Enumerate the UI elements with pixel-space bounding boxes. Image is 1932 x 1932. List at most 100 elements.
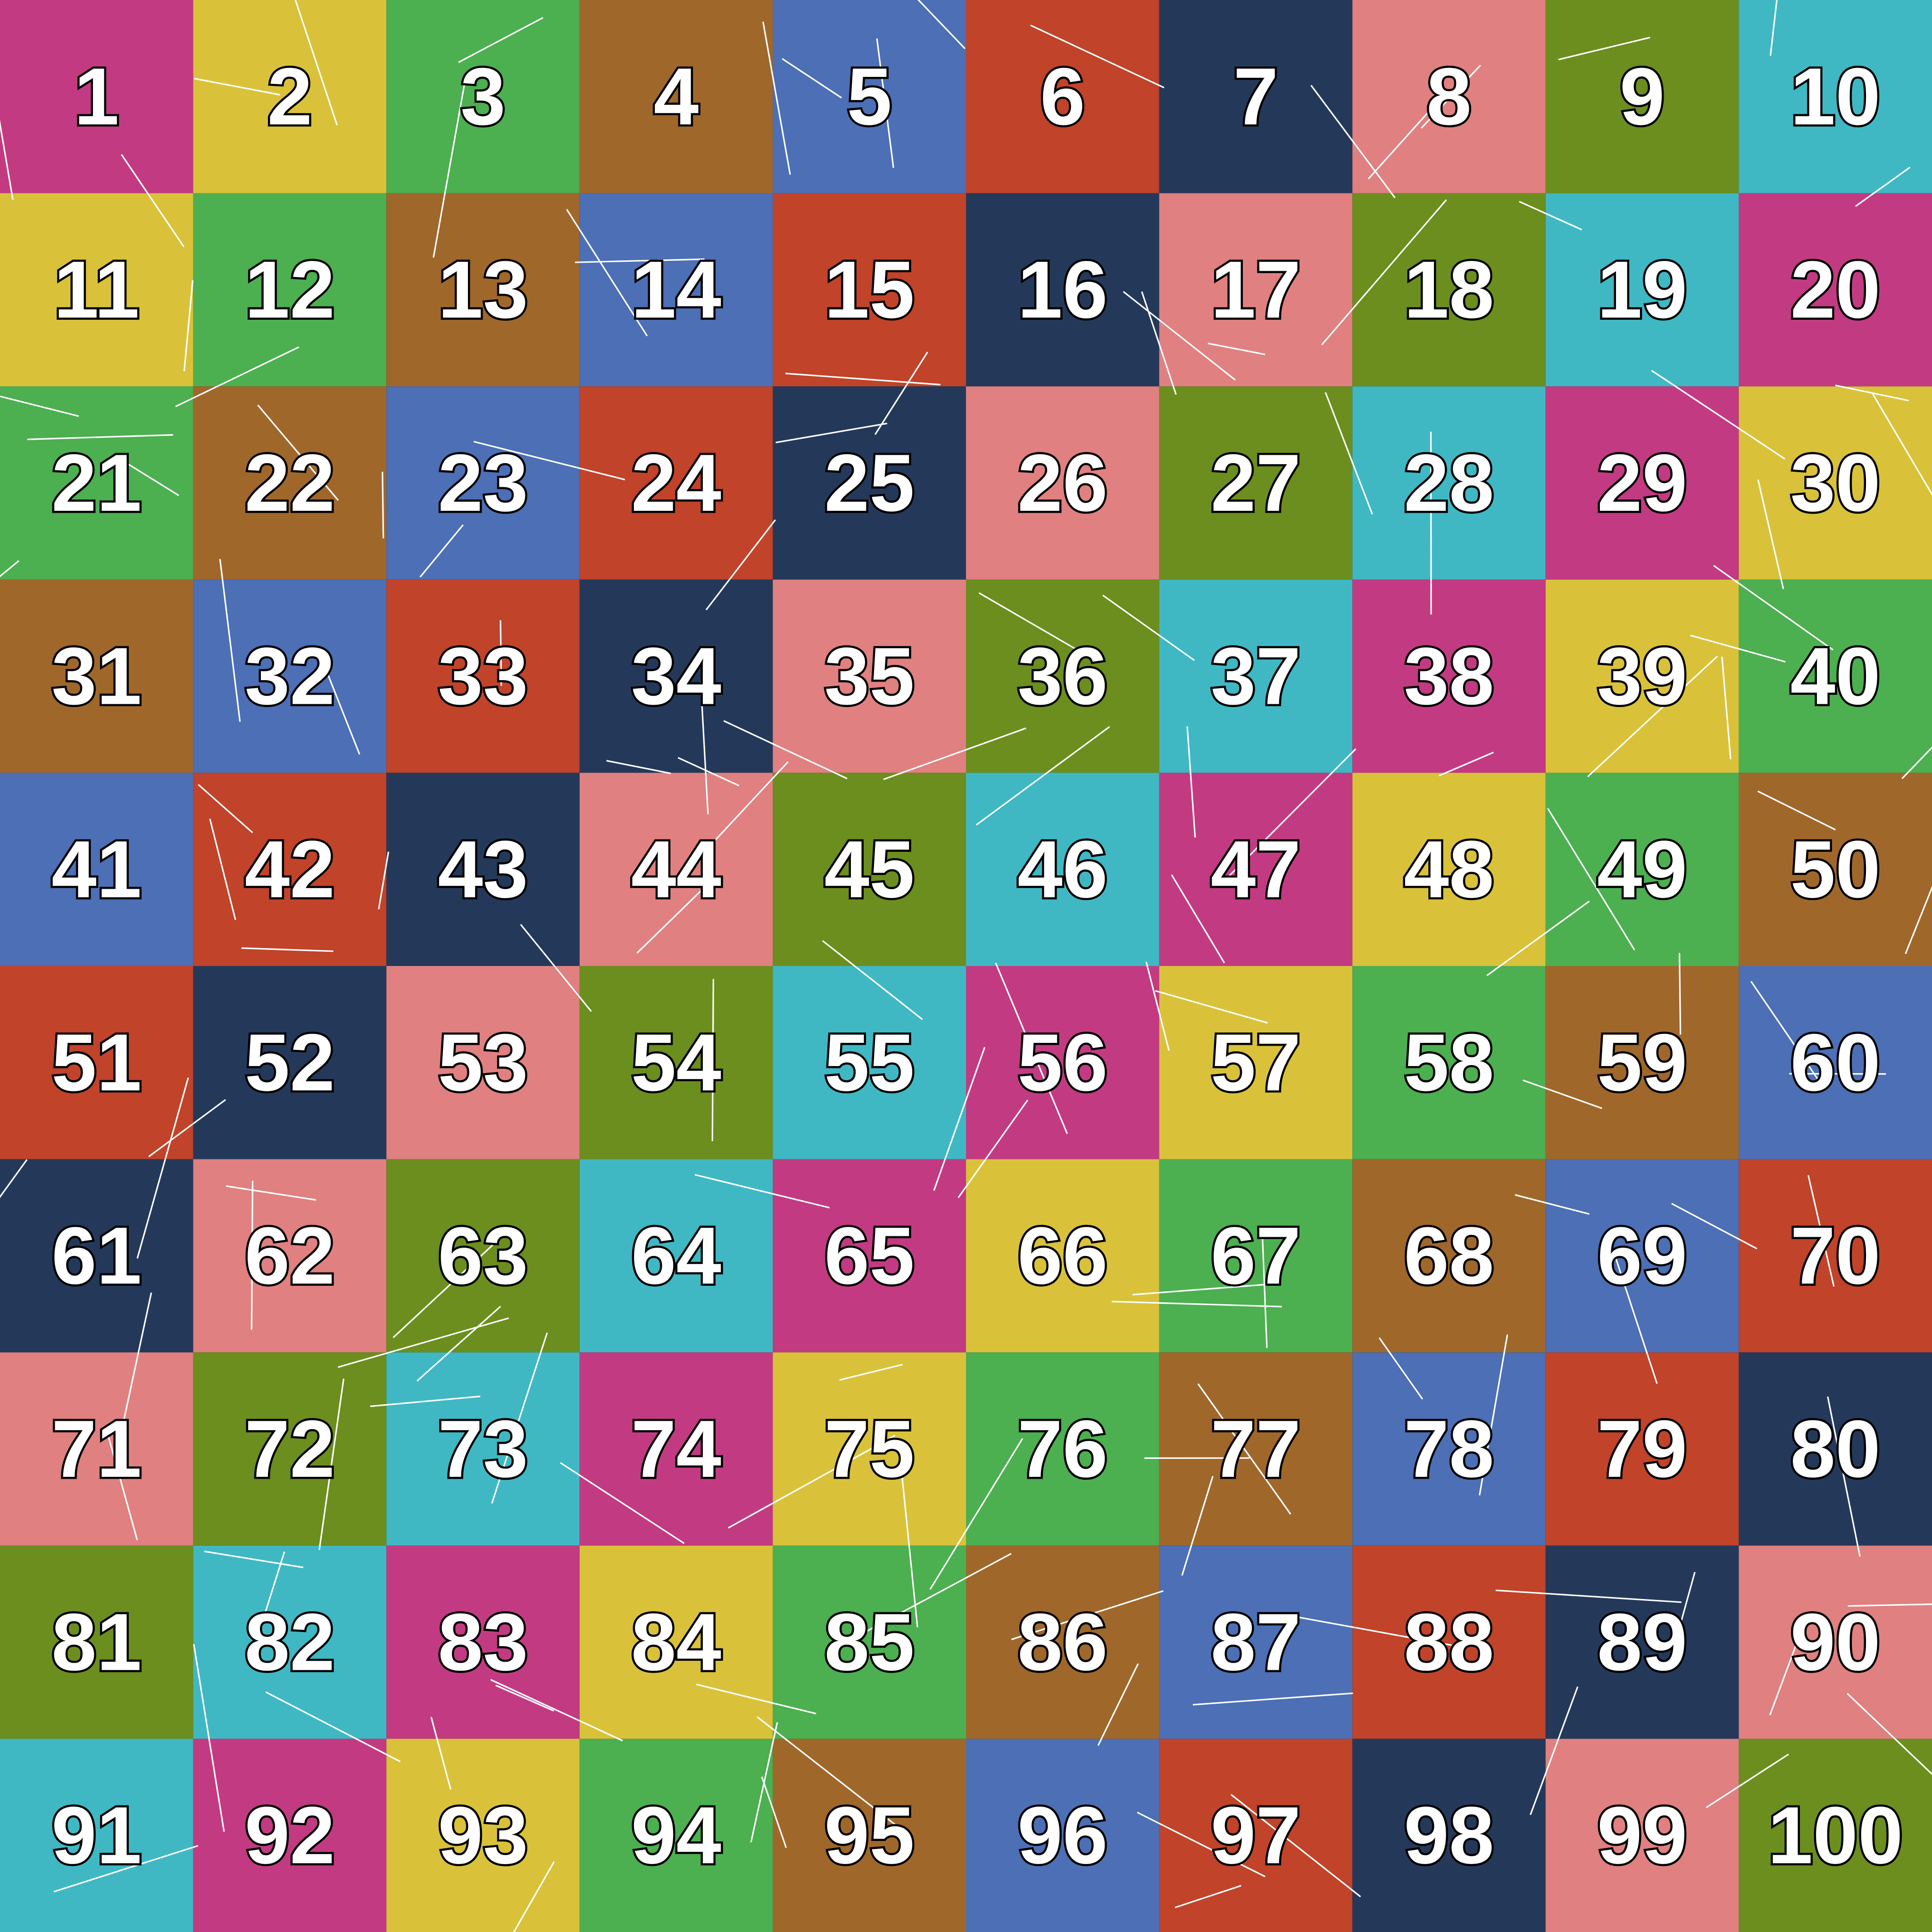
svg-text:3: 3 (460, 51, 506, 142)
svg-text:87: 87 (1211, 1597, 1301, 1688)
svg-text:14: 14 (631, 244, 721, 335)
svg-text:86: 86 (1017, 1597, 1108, 1688)
svg-text:75: 75 (824, 1404, 915, 1494)
svg-text:66: 66 (1017, 1210, 1108, 1301)
svg-text:67: 67 (1211, 1210, 1301, 1301)
svg-text:98: 98 (1404, 1790, 1494, 1881)
svg-text:42: 42 (245, 824, 335, 915)
svg-text:69: 69 (1597, 1210, 1687, 1301)
svg-text:48: 48 (1404, 824, 1494, 915)
svg-text:62: 62 (245, 1210, 335, 1301)
svg-text:11: 11 (54, 244, 140, 335)
svg-text:95: 95 (824, 1790, 915, 1881)
svg-text:59: 59 (1597, 1017, 1687, 1108)
svg-text:30: 30 (1790, 438, 1881, 528)
svg-text:64: 64 (631, 1210, 721, 1301)
svg-text:76: 76 (1017, 1404, 1108, 1494)
svg-text:32: 32 (245, 631, 335, 722)
svg-text:18: 18 (1404, 244, 1494, 335)
svg-text:39: 39 (1597, 631, 1687, 722)
svg-text:8: 8 (1426, 51, 1472, 142)
svg-text:34: 34 (631, 631, 721, 722)
svg-text:83: 83 (438, 1597, 528, 1688)
svg-text:10: 10 (1790, 51, 1881, 142)
svg-text:35: 35 (824, 631, 915, 722)
svg-text:50: 50 (1790, 824, 1881, 915)
svg-text:74: 74 (631, 1404, 721, 1494)
svg-text:1: 1 (74, 51, 119, 142)
svg-text:41: 41 (51, 824, 142, 915)
svg-text:33: 33 (438, 631, 528, 722)
svg-text:80: 80 (1790, 1404, 1881, 1494)
svg-text:28: 28 (1404, 438, 1494, 528)
svg-text:81: 81 (51, 1597, 142, 1688)
svg-text:97: 97 (1211, 1790, 1301, 1881)
svg-text:9: 9 (1620, 51, 1665, 142)
svg-text:23: 23 (438, 438, 528, 528)
svg-text:92: 92 (245, 1790, 335, 1881)
svg-text:46: 46 (1017, 824, 1108, 915)
svg-text:17: 17 (1211, 244, 1301, 335)
svg-text:99: 99 (1597, 1790, 1687, 1881)
svg-text:85: 85 (824, 1597, 915, 1688)
svg-text:58: 58 (1404, 1017, 1494, 1108)
svg-text:26: 26 (1017, 438, 1108, 528)
svg-text:94: 94 (631, 1790, 721, 1881)
svg-text:57: 57 (1211, 1017, 1301, 1108)
svg-text:24: 24 (631, 438, 721, 528)
svg-text:61: 61 (51, 1210, 142, 1301)
svg-text:44: 44 (631, 824, 721, 915)
svg-text:82: 82 (245, 1597, 335, 1688)
svg-text:79: 79 (1597, 1404, 1687, 1494)
svg-text:25: 25 (824, 438, 915, 528)
svg-text:93: 93 (438, 1790, 528, 1881)
svg-text:29: 29 (1597, 438, 1687, 528)
svg-text:43: 43 (438, 824, 528, 915)
svg-text:73: 73 (438, 1404, 528, 1494)
svg-text:68: 68 (1404, 1210, 1494, 1301)
svg-text:20: 20 (1790, 244, 1881, 335)
svg-text:31: 31 (51, 631, 142, 722)
svg-text:13: 13 (438, 244, 528, 335)
svg-text:21: 21 (51, 438, 142, 528)
svg-text:47: 47 (1211, 824, 1301, 915)
svg-text:55: 55 (824, 1017, 915, 1108)
svg-text:49: 49 (1597, 824, 1687, 915)
svg-text:90: 90 (1790, 1597, 1881, 1688)
svg-text:70: 70 (1790, 1210, 1881, 1301)
svg-text:19: 19 (1597, 244, 1687, 335)
svg-text:53: 53 (438, 1017, 528, 1108)
svg-text:60: 60 (1790, 1017, 1881, 1108)
svg-text:40: 40 (1790, 631, 1881, 722)
svg-text:54: 54 (631, 1017, 721, 1108)
svg-text:63: 63 (438, 1210, 528, 1301)
svg-text:91: 91 (51, 1790, 142, 1881)
svg-text:36: 36 (1017, 631, 1108, 722)
svg-text:5: 5 (847, 51, 892, 142)
svg-text:12: 12 (245, 244, 335, 335)
svg-text:96: 96 (1017, 1790, 1108, 1881)
svg-text:72: 72 (245, 1404, 335, 1494)
svg-text:6: 6 (1040, 51, 1085, 142)
svg-text:56: 56 (1017, 1017, 1108, 1108)
svg-text:45: 45 (824, 824, 915, 915)
svg-text:100: 100 (1768, 1790, 1903, 1881)
svg-text:65: 65 (824, 1210, 915, 1301)
svg-text:7: 7 (1233, 51, 1279, 142)
svg-text:38: 38 (1404, 631, 1494, 722)
svg-text:71: 71 (51, 1404, 142, 1494)
svg-text:27: 27 (1211, 438, 1301, 528)
svg-text:37: 37 (1211, 631, 1301, 722)
svg-text:22: 22 (245, 438, 335, 528)
svg-text:51: 51 (51, 1017, 142, 1108)
svg-text:78: 78 (1404, 1404, 1494, 1494)
svg-text:16: 16 (1017, 244, 1108, 335)
svg-text:77: 77 (1211, 1404, 1301, 1494)
svg-text:52: 52 (245, 1017, 335, 1108)
svg-text:84: 84 (631, 1597, 721, 1688)
svg-text:89: 89 (1597, 1597, 1687, 1688)
svg-text:2: 2 (267, 51, 313, 142)
svg-text:15: 15 (824, 244, 915, 335)
svg-text:88: 88 (1404, 1597, 1494, 1688)
svg-text:4: 4 (654, 51, 699, 142)
